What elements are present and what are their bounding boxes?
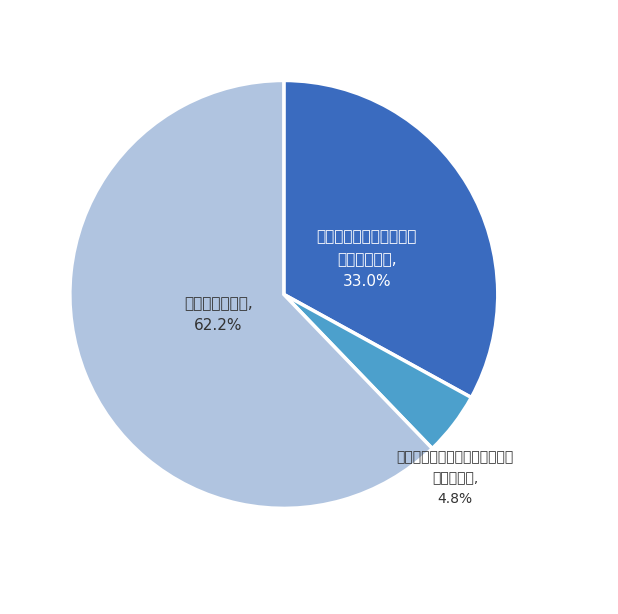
Text: 以前よりもお薦めしたくないと
思っている,
4.8%: 以前よりもお薦めしたくないと 思っている, 4.8% [396,451,514,506]
Wedge shape [70,80,432,508]
Wedge shape [284,295,472,449]
Wedge shape [284,80,497,397]
Text: 以前よりもお薦めしたい
と思っている,
33.0%: 以前よりもお薦めしたい と思っている, 33.0% [316,230,417,289]
Text: 特に変わらない,
62.2%: 特に変わらない, 62.2% [184,296,253,333]
